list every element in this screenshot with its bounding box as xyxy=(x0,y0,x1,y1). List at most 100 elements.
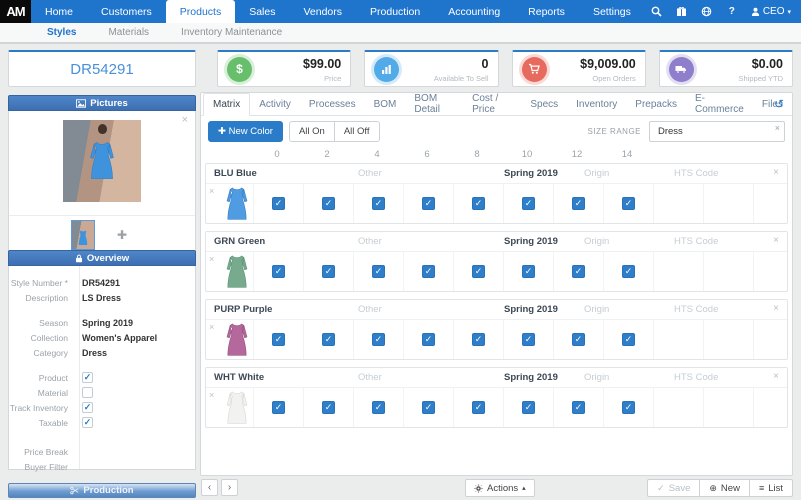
material-checkbox[interactable] xyxy=(82,387,93,398)
season-field[interactable]: Spring 2019 xyxy=(504,304,558,315)
size-checkbox[interactable]: ✓ xyxy=(522,401,535,414)
nav-item-sales[interactable]: Sales xyxy=(249,5,276,18)
size-checkbox[interactable]: ✓ xyxy=(322,197,335,210)
product-checkbox[interactable]: ✓ xyxy=(82,372,93,383)
subnav-item-materials[interactable]: Materials xyxy=(108,27,150,38)
style-number-value[interactable]: DR54291 xyxy=(82,277,121,288)
app-logo[interactable]: AM xyxy=(0,0,31,23)
season-field[interactable]: Spring 2019 xyxy=(504,372,558,383)
size-checkbox[interactable]: ✓ xyxy=(372,197,385,210)
all-on-button[interactable]: All On xyxy=(288,121,335,142)
list-button[interactable]: ≡ List xyxy=(748,479,793,497)
tab-processes[interactable]: Processes xyxy=(308,98,356,110)
size-checkbox[interactable]: ✓ xyxy=(372,265,385,278)
tab-ecommerce[interactable]: E-Commerce xyxy=(694,93,744,115)
size-checkbox[interactable]: ✓ xyxy=(622,333,635,346)
all-off-button[interactable]: All Off xyxy=(333,121,380,142)
hts-code-field[interactable]: HTS Code xyxy=(674,236,719,247)
photo-thumbnail[interactable] xyxy=(71,219,95,250)
size-checkbox[interactable]: ✓ xyxy=(422,401,435,414)
nav-item-production[interactable]: Production xyxy=(370,5,421,18)
description-value[interactable]: LS Dress xyxy=(82,292,122,303)
nav-item-accounting[interactable]: Accounting xyxy=(448,5,501,18)
size-checkbox[interactable]: ✓ xyxy=(422,333,435,346)
history-icon[interactable]: ↺ xyxy=(773,97,784,111)
user-menu[interactable]: CEO ▾ xyxy=(751,6,791,17)
add-photo-icon[interactable]: ✚ xyxy=(117,227,128,242)
clear-size-range-icon[interactable]: × xyxy=(774,123,780,133)
globe-icon[interactable] xyxy=(701,6,713,18)
tab-cost-price[interactable]: Cost / Price xyxy=(472,93,499,115)
size-checkbox[interactable]: ✓ xyxy=(472,265,485,278)
prev-record-button[interactable]: ‹ xyxy=(201,479,218,496)
tab-inventory[interactable]: Inventory xyxy=(576,98,618,110)
origin-field[interactable]: Origin xyxy=(584,372,610,383)
subnav-item-inventory-maintenance[interactable]: Inventory Maintenance xyxy=(181,27,283,38)
nav-item-reports[interactable]: Reports xyxy=(528,5,565,18)
actions-button[interactable]: Actions ▴ xyxy=(465,479,535,497)
season-value[interactable]: Spring 2019 xyxy=(82,317,134,328)
size-checkbox[interactable]: ✓ xyxy=(322,333,335,346)
nav-item-products[interactable]: Products xyxy=(165,0,236,23)
new-button[interactable]: ⊕ New xyxy=(699,479,750,497)
size-checkbox[interactable]: ✓ xyxy=(322,265,335,278)
production-panel-header[interactable]: Production xyxy=(8,483,196,498)
size-checkbox[interactable]: ✓ xyxy=(372,401,385,414)
origin-field[interactable]: Origin xyxy=(584,168,610,179)
origin-field[interactable]: Origin xyxy=(584,304,610,315)
size-checkbox[interactable]: ✓ xyxy=(622,265,635,278)
search-icon[interactable] xyxy=(651,6,663,18)
taxable-checkbox[interactable]: ✓ xyxy=(82,417,93,428)
style-photo[interactable] xyxy=(63,120,141,202)
remove-color-icon[interactable]: × xyxy=(773,371,779,382)
remove-color-icon[interactable]: × xyxy=(773,235,779,246)
overview-panel-header[interactable]: Overview xyxy=(8,250,196,266)
nav-item-customers[interactable]: Customers xyxy=(101,5,152,18)
save-button[interactable]: ✓ Save xyxy=(647,479,701,497)
hts-code-field[interactable]: HTS Code xyxy=(674,168,719,179)
size-checkbox[interactable]: ✓ xyxy=(572,197,585,210)
size-checkbox[interactable]: ✓ xyxy=(572,265,585,278)
size-checkbox[interactable]: ✓ xyxy=(422,265,435,278)
size-checkbox[interactable]: ✓ xyxy=(572,401,585,414)
delete-color-icon[interactable]: × xyxy=(209,390,215,400)
remove-color-icon[interactable]: × xyxy=(773,303,779,314)
gift-icon[interactable] xyxy=(676,6,688,18)
delete-color-icon[interactable]: × xyxy=(209,254,215,264)
new-color-button[interactable]: ✚ New Color xyxy=(208,121,283,142)
tab-files[interactable]: Files xyxy=(761,98,783,110)
nav-item-vendors[interactable]: Vendors xyxy=(303,5,343,18)
tab-bom-detail[interactable]: BOM Detail xyxy=(414,93,440,115)
size-range-input[interactable]: Dress × xyxy=(649,121,785,142)
delete-color-icon[interactable]: × xyxy=(209,186,215,196)
remove-photo-icon[interactable]: × xyxy=(181,114,188,126)
color-name[interactable]: BLU Blue xyxy=(214,168,257,179)
origin-field[interactable]: Origin xyxy=(584,236,610,247)
size-checkbox[interactable]: ✓ xyxy=(522,197,535,210)
delete-color-icon[interactable]: × xyxy=(209,322,215,332)
category-value[interactable]: Dress xyxy=(82,347,108,358)
next-record-button[interactable]: › xyxy=(221,479,238,496)
other-field[interactable]: Other xyxy=(358,372,382,383)
nav-item-settings[interactable]: Settings xyxy=(592,5,631,18)
size-checkbox[interactable]: ✓ xyxy=(572,333,585,346)
tab-prepacks[interactable]: Prepacks xyxy=(635,98,677,110)
size-checkbox[interactable]: ✓ xyxy=(622,401,635,414)
season-field[interactable]: Spring 2019 xyxy=(504,168,558,179)
nav-item-home[interactable]: Home xyxy=(45,5,74,18)
size-checkbox[interactable]: ✓ xyxy=(472,197,485,210)
size-checkbox[interactable]: ✓ xyxy=(322,401,335,414)
subnav-item-styles[interactable]: Styles xyxy=(47,27,77,38)
size-checkbox[interactable]: ✓ xyxy=(622,197,635,210)
size-checkbox[interactable]: ✓ xyxy=(272,333,285,346)
size-checkbox[interactable]: ✓ xyxy=(272,197,285,210)
size-checkbox[interactable]: ✓ xyxy=(522,333,535,346)
other-field[interactable]: Other xyxy=(358,168,382,179)
color-name[interactable]: GRN Green xyxy=(214,236,266,247)
size-checkbox[interactable]: ✓ xyxy=(272,401,285,414)
style-number-input[interactable]: DR54291 xyxy=(8,50,196,87)
color-name[interactable]: PURP Purple xyxy=(214,304,273,315)
tab-activity[interactable]: Activity xyxy=(259,98,291,110)
tab-matrix[interactable]: Matrix xyxy=(203,93,251,116)
size-checkbox[interactable]: ✓ xyxy=(472,401,485,414)
